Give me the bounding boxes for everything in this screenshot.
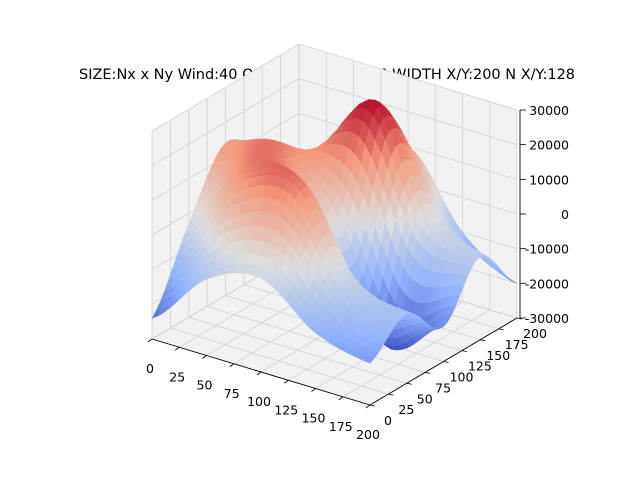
axis-lines (147, 109, 526, 409)
x-tick-label: 150 (302, 411, 326, 426)
gridline-z (151, 78, 518, 167)
y-tick-mark (443, 361, 449, 363)
y-tick-mark (498, 328, 504, 331)
y-tick-label: 75 (435, 380, 451, 395)
x-tick-mark (256, 371, 262, 376)
z-tick-label: 0 (561, 207, 569, 222)
x-tick-label: 25 (169, 369, 185, 384)
x-tick-label: 175 (329, 419, 353, 434)
y-tick-mark (516, 317, 523, 320)
y-tick-label: 200 (523, 326, 547, 341)
y-tick-mark (461, 350, 467, 353)
surface-mesh (151, 99, 518, 364)
z-tick-label: -20000 (525, 276, 569, 291)
x-tick-label: 0 (146, 361, 154, 376)
surface-patch (363, 355, 375, 364)
z-tick-label: -30000 (525, 311, 569, 326)
y-tick-label: 0 (384, 413, 392, 428)
x-tick-mark (365, 404, 371, 409)
x-tick-label: 50 (197, 378, 213, 393)
x-tick-mark (229, 363, 234, 368)
y-tick-label: 25 (398, 402, 414, 417)
y-tick-label: 50 (417, 391, 433, 406)
y-tick-label: 150 (486, 348, 510, 363)
x-tick-mark (147, 338, 153, 343)
y-tick-mark (406, 382, 412, 385)
x-tick-label: 200 (356, 427, 380, 442)
y-tick-mark (480, 339, 486, 342)
z-tick-label: 10000 (529, 172, 569, 187)
y-tick-label: 125 (468, 359, 492, 374)
tick-labels: 0255075100125150175200025507510012515017… (146, 103, 569, 442)
gridline-z (151, 43, 518, 132)
y-tick-mark (388, 393, 394, 396)
gridline-z (151, 112, 518, 201)
z-tick-label: 30000 (529, 103, 569, 118)
y-tick-mark (425, 371, 431, 374)
z-tick-label: 20000 (529, 138, 569, 153)
y-tick-mark (369, 404, 376, 407)
x-tick-label: 75 (224, 386, 240, 401)
x-tick-label: 125 (274, 402, 298, 417)
x-tick-mark (175, 346, 180, 351)
x-tick-mark (311, 388, 316, 392)
y-tick-label: 175 (505, 337, 529, 352)
x-tick-mark (202, 355, 207, 359)
x-tick-mark (338, 396, 343, 401)
y-tick-label: 100 (450, 370, 474, 385)
x-tick-label: 100 (247, 394, 271, 409)
z-tick-label: -10000 (525, 242, 569, 257)
x-tick-mark (284, 379, 289, 384)
